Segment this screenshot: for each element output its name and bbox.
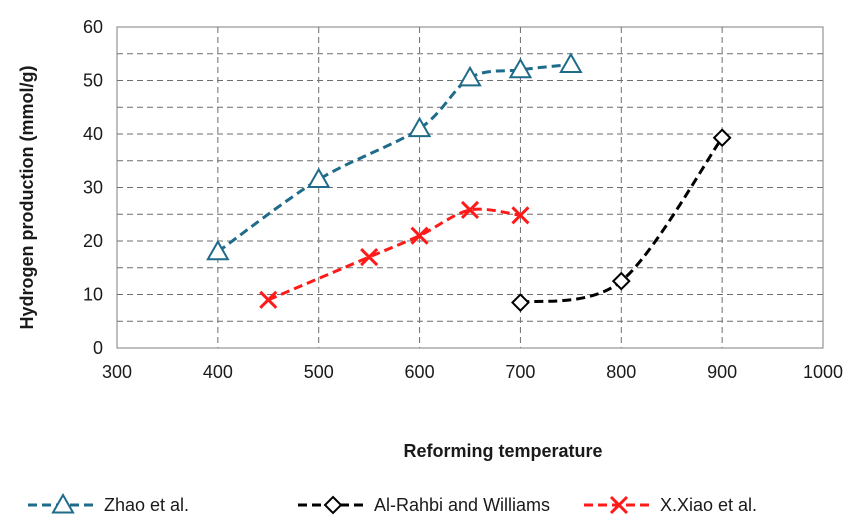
y-tick-label: 10 (83, 285, 103, 305)
data-point-stroke (410, 226, 429, 245)
x-tick-labels: 300 400 500 600 700 800 900 1000 (102, 362, 843, 382)
data-point (611, 271, 631, 291)
plot-frame (116, 26, 824, 349)
data-point (511, 206, 530, 225)
x-tick-label: 900 (707, 362, 737, 382)
data-point-stroke (460, 200, 480, 220)
data-point-stroke (259, 290, 278, 309)
series-1 (206, 52, 583, 261)
data-point (259, 290, 278, 309)
y-tick-label: 50 (83, 71, 103, 91)
legend-label: Zhao et al. (104, 495, 189, 515)
data-point (407, 116, 432, 138)
x-tick-label: 600 (405, 362, 435, 382)
y-tick-label: 60 (83, 17, 103, 37)
data-point (306, 167, 331, 188)
series-line (216, 62, 572, 253)
legend-marker (609, 495, 629, 515)
x-tick-label: 800 (606, 362, 636, 382)
x-axis-title: Reforming temperature (403, 441, 602, 461)
legend-item: Al-Rahbi and Williams (298, 495, 550, 515)
data-point (458, 65, 482, 87)
x-tick-label: 300 (102, 362, 132, 382)
data-point-stroke (511, 206, 530, 225)
series-2 (511, 128, 732, 312)
legend-label: X.Xiao et al. (660, 495, 757, 515)
y-tick-label: 40 (83, 124, 103, 144)
series-layer (206, 52, 732, 312)
y-axis-title: Hydrogen production (mmol/g) (17, 66, 37, 330)
data-point (410, 226, 429, 245)
x-tick-label: 500 (304, 362, 334, 382)
series-3 (259, 200, 530, 309)
data-point-stroke (360, 247, 379, 267)
y-tick-labels: 0 10 20 30 40 50 60 (83, 17, 103, 358)
data-point (511, 293, 530, 312)
legend: Zhao et al. Al-Rahbi and Williams X.Xiao e… (28, 492, 757, 515)
legend-marker (323, 495, 343, 515)
y-tick-label: 20 (83, 231, 103, 251)
data-point (360, 247, 379, 267)
x-tick-label: 700 (505, 362, 535, 382)
legend-item: X.Xiao et al. (584, 495, 757, 515)
legend-marker-stroke (609, 495, 629, 515)
x-tick-label: 1000 (803, 362, 843, 382)
data-point (559, 52, 583, 73)
y-tick-label: 0 (93, 338, 103, 358)
data-point (712, 128, 732, 148)
y-tick-label: 30 (83, 178, 103, 198)
data-point (460, 200, 480, 220)
series-line (520, 136, 724, 305)
legend-marker (51, 492, 75, 514)
legend-label: Al-Rahbi and Williams (374, 495, 550, 515)
x-tick-label: 400 (203, 362, 233, 382)
data-point (206, 239, 230, 261)
data-point (508, 57, 533, 79)
legend-item: Zhao et al. (28, 492, 189, 515)
